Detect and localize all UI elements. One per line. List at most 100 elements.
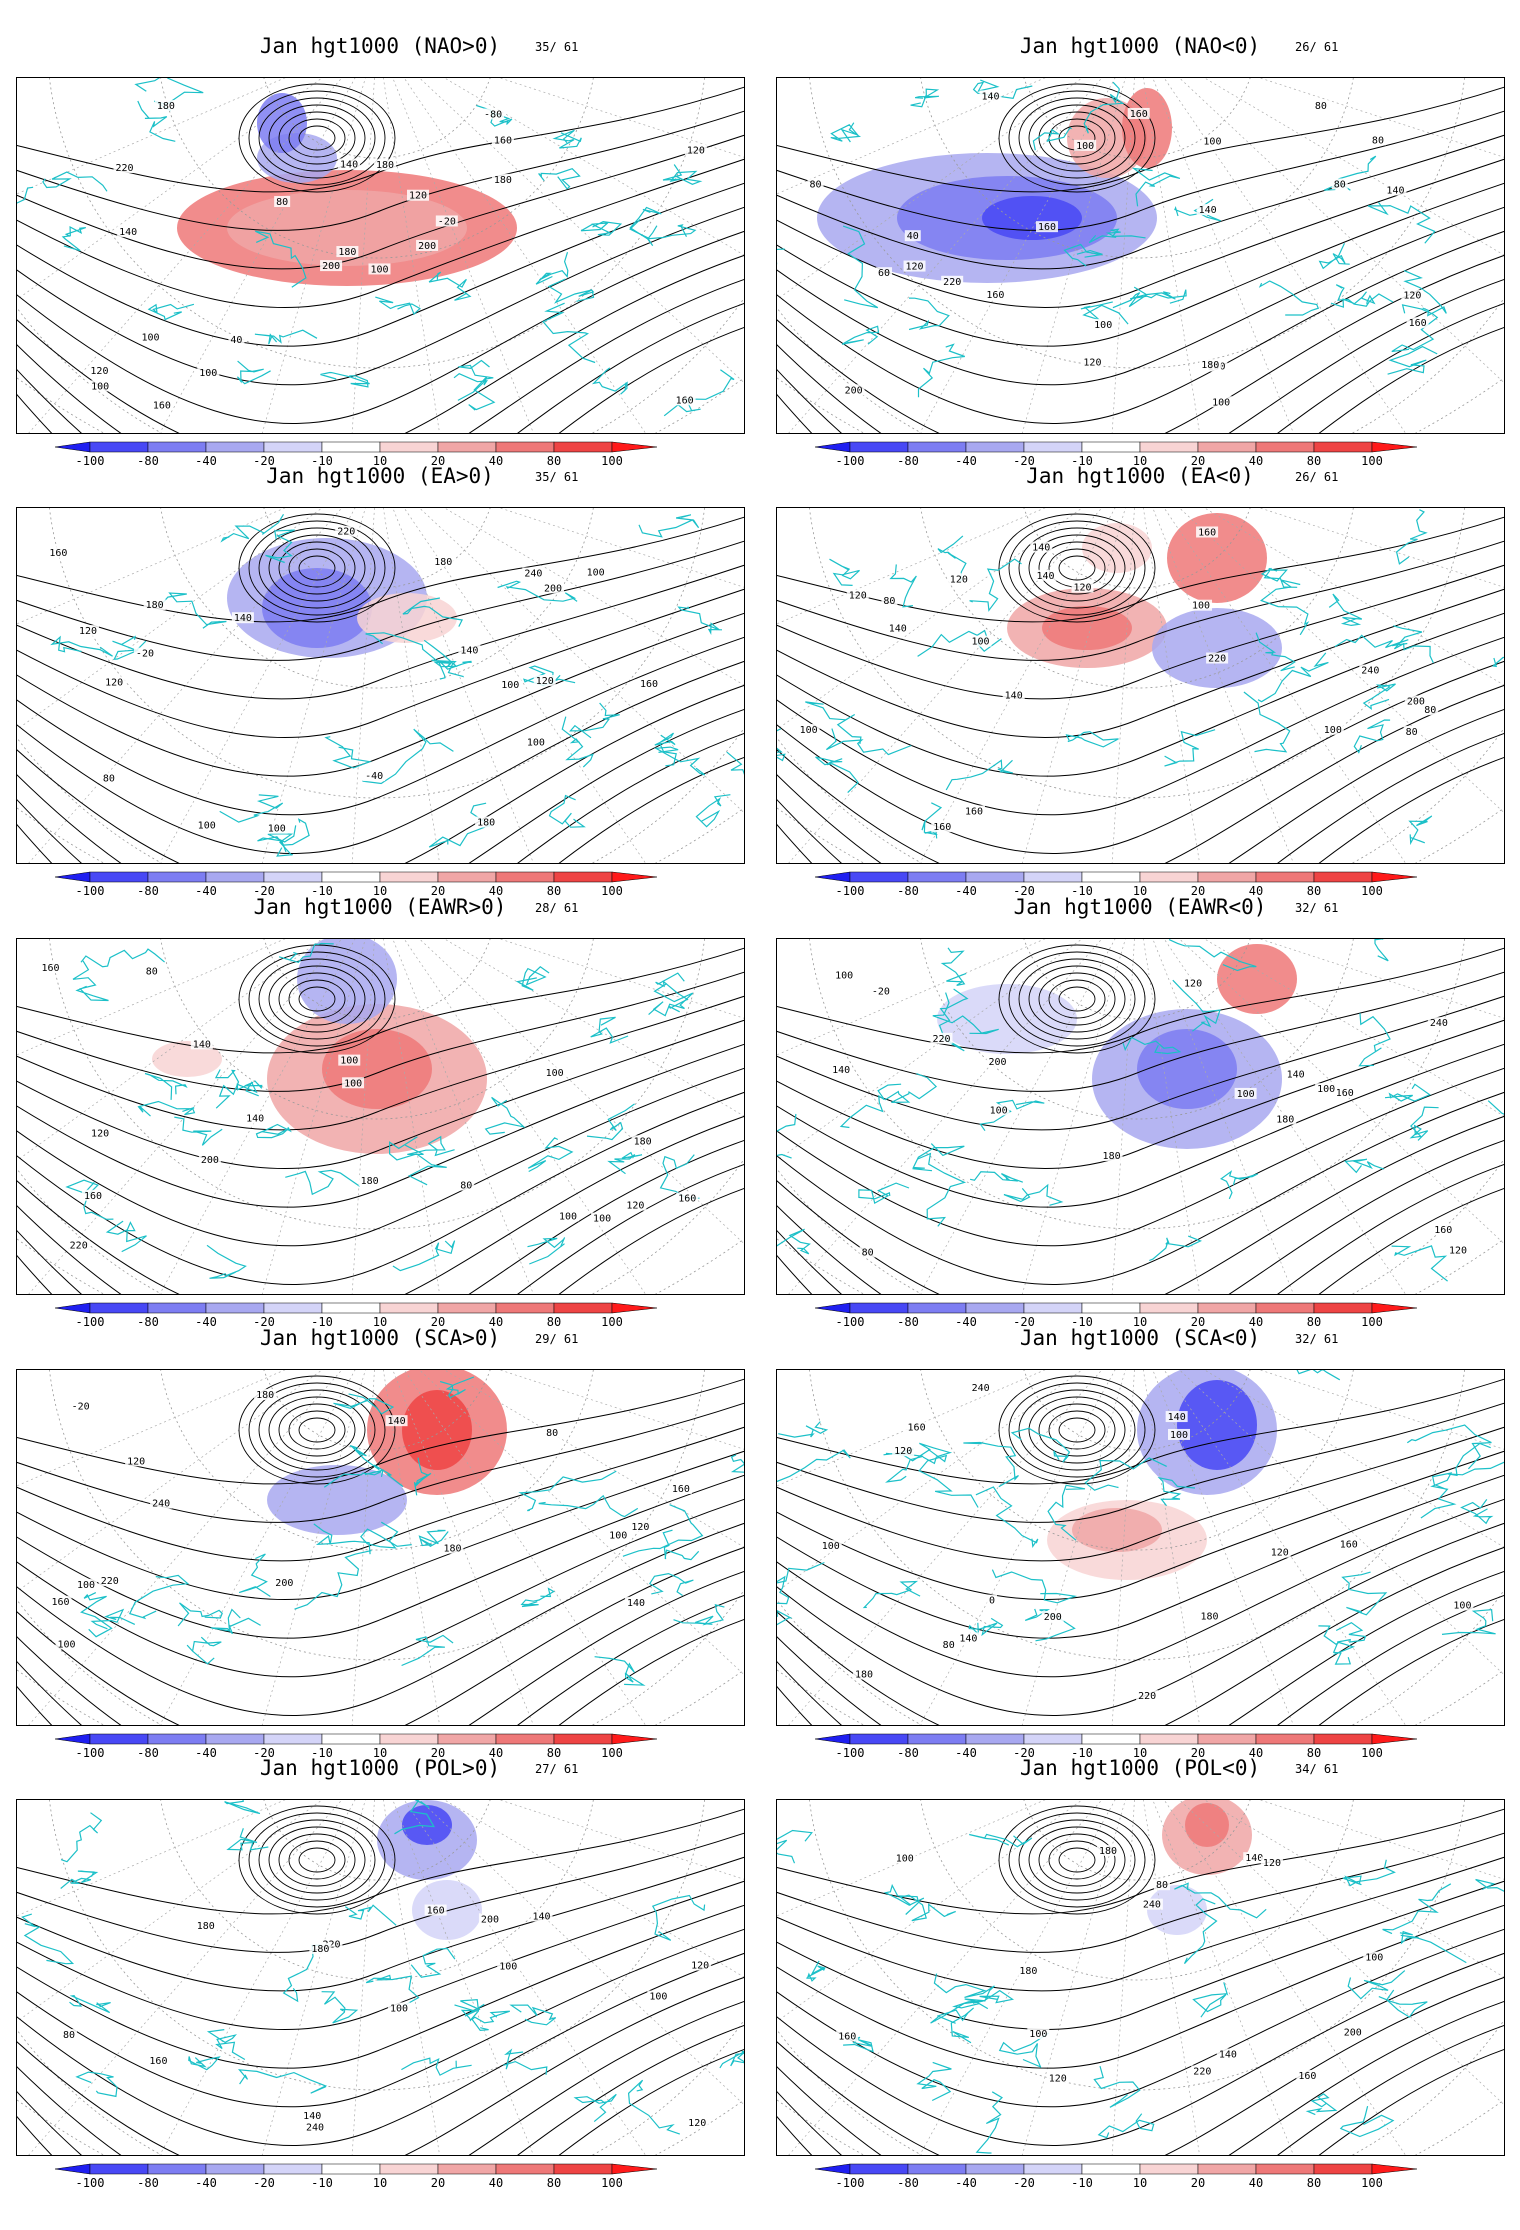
coastline	[147, 303, 195, 321]
meridian-line	[403, 508, 646, 863]
meridian-line	[498, 508, 744, 588]
map-frame: 240 220 200 160 140 120 80 100 140 160 140 120 160 14…	[776, 507, 1505, 864]
height-contour	[17, 757, 744, 863]
map-frame: 0 240 220 200 180 160 140 120 180 160 140 120 100 80 1…	[776, 1369, 1505, 1726]
panel-title-bar: Jan hgt1000 (EA<0) 26/ 61	[760, 462, 1520, 492]
colorbar-label: -100	[836, 2176, 865, 2190]
latitude-circle	[809, 1800, 1465, 2091]
contour-label: 180	[1201, 360, 1219, 371]
contour-label: 100	[340, 1056, 358, 1067]
panel-title-bar: Jan hgt1000 (SCA>0) 29/ 61	[0, 1324, 760, 1354]
low-contour	[238, 513, 396, 623]
panel-sample-count: 26/ 61	[1295, 470, 1339, 484]
coastline	[423, 639, 458, 668]
low-contour	[1058, 986, 1096, 1012]
coastline	[975, 2091, 1003, 2154]
coastline	[586, 1103, 635, 1141]
contour-label: 160	[153, 400, 171, 411]
contour-label: 140	[981, 91, 999, 102]
height-contour	[777, 1880, 1504, 2030]
meridian-line	[788, 939, 1103, 1294]
low-contour	[1048, 1840, 1106, 1880]
height-contour	[777, 1043, 1504, 1208]
contour-label: 160	[52, 1597, 70, 1608]
colorbar-arrow-left	[55, 1733, 91, 1745]
colorbar-label: -40	[955, 884, 977, 898]
meridian-line	[788, 78, 1103, 433]
coastline	[826, 728, 912, 756]
colorbar-swatch	[1197, 871, 1257, 883]
coastline	[428, 802, 492, 848]
coastline	[862, 1580, 921, 1609]
colorbar-label: 80	[547, 884, 561, 898]
panel-title-bar: Jan hgt1000 (EAWR<0) 32/ 61	[760, 893, 1520, 923]
coastline	[648, 983, 694, 1017]
colorbar-swatch	[1081, 1302, 1141, 1314]
coastline	[916, 2061, 952, 2102]
latitude-circle	[920, 939, 1354, 1120]
coastline	[1088, 228, 1146, 244]
coastline	[137, 100, 176, 142]
low-contour	[258, 958, 376, 1040]
contour-label: 180	[197, 1921, 215, 1932]
colorbar-label: -10	[1071, 1315, 1093, 1329]
coastline	[607, 1151, 643, 1175]
colorbar-swatch	[205, 1733, 265, 1745]
colorbar-label: 10	[1133, 2176, 1147, 2190]
colorbar-swatch	[1081, 2163, 1141, 2175]
colorbar-label: -20	[253, 1315, 275, 1329]
coastline	[561, 716, 594, 768]
meridian-line	[1163, 78, 1406, 433]
map-frame: 240 220 200 180 160 140 120 180 160 140 120 100 80 10…	[776, 1799, 1505, 2156]
contour-label: 100	[822, 1541, 840, 1552]
contour-label: 140	[627, 1598, 645, 1609]
contour-label: 140	[1037, 571, 1055, 582]
meridian-line	[1142, 1370, 1200, 1725]
coastline	[1157, 1476, 1196, 1507]
contour-label: 200	[322, 261, 340, 272]
panel-title-bar: Jan hgt1000 (POL>0) 27/ 61	[0, 1754, 760, 1784]
coastline	[206, 1244, 247, 1279]
coastline	[1353, 719, 1391, 754]
low-contour	[1058, 1417, 1096, 1443]
colorbar-swatch	[437, 1302, 497, 1314]
colorbar-label: 20	[1191, 2176, 1205, 2190]
height-contour	[777, 110, 1504, 231]
coastline	[17, 186, 34, 204]
contour-label: 120	[536, 676, 554, 687]
colorbar-swatch	[495, 1302, 555, 1314]
panel-title: Jan hgt1000 (EA>0)	[266, 464, 494, 488]
contour-label: 160	[1340, 1540, 1358, 1551]
anomaly-shading	[257, 93, 307, 153]
colorbar-label: 80	[1307, 1315, 1321, 1329]
coastline	[629, 218, 697, 240]
coastline	[174, 1116, 223, 1146]
meridian-line	[28, 508, 343, 863]
colorbar-arrow-left	[55, 871, 91, 883]
colorbar-label: -100	[76, 1746, 105, 1760]
colorbar-label: -20	[253, 2176, 275, 2190]
height-contour	[17, 1067, 744, 1247]
height-contour	[777, 1450, 1504, 1600]
colorbar-label: -20	[1013, 1315, 1035, 1329]
coastline	[777, 1609, 793, 1626]
meridian-line	[777, 78, 1083, 300]
coastline	[940, 947, 967, 986]
coastline	[72, 960, 109, 1002]
colorbar-label: 20	[1191, 454, 1205, 468]
height-contour	[777, 134, 1504, 270]
coastline	[349, 1445, 404, 1488]
colorbar-label: 40	[1249, 454, 1263, 468]
meridian-line	[788, 1370, 1103, 1725]
coastline	[629, 206, 662, 247]
low-contour	[278, 111, 356, 165]
meridian-line	[159, 1800, 356, 2155]
coastline	[1083, 81, 1125, 134]
meridian-line	[777, 508, 1083, 730]
colorbar-swatch	[321, 2163, 381, 2175]
coastline	[1347, 1970, 1406, 2000]
coastline	[538, 168, 581, 190]
coastline	[255, 1123, 292, 1139]
colorbar: -100 -80 -40 -20 -10 10 20 40 80 100	[815, 440, 1465, 474]
colorbar-label: -40	[955, 2176, 977, 2190]
